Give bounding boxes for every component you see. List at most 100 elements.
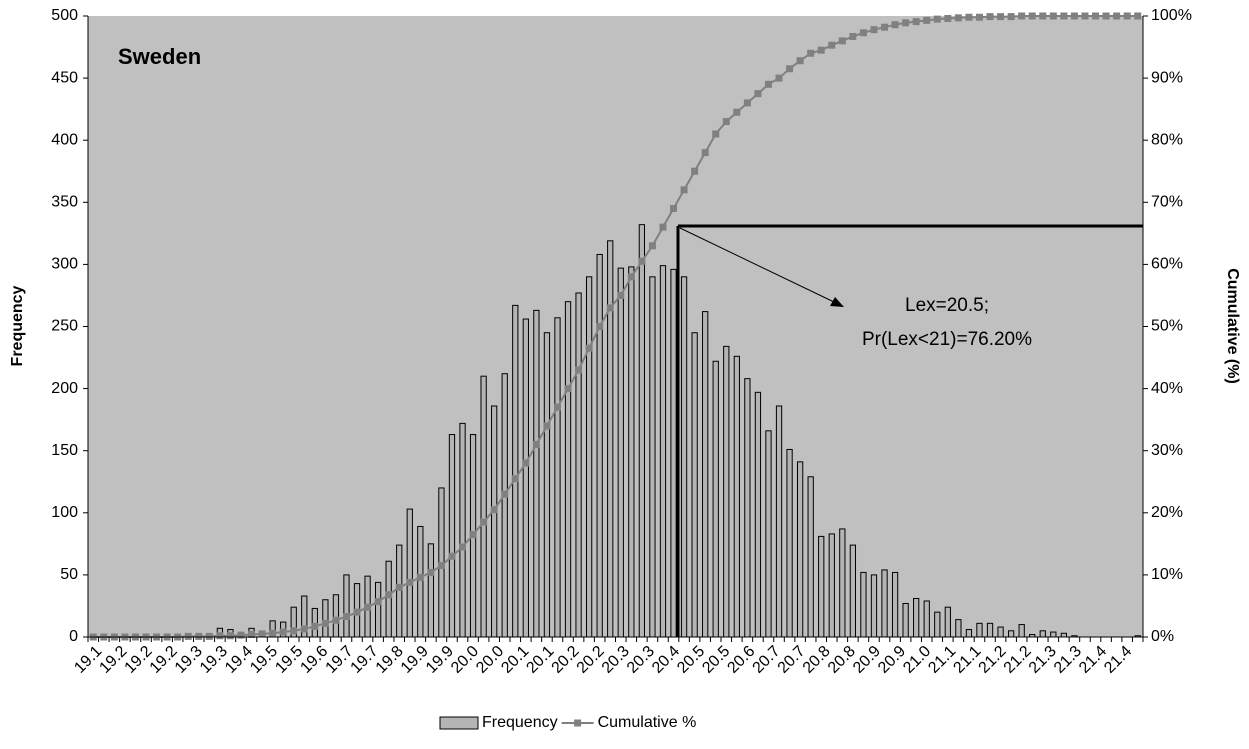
bar — [585, 276, 593, 638]
bar — [332, 594, 340, 638]
line-marker — [1123, 12, 1131, 20]
line-marker — [353, 608, 361, 616]
line-marker — [448, 552, 456, 560]
bar — [955, 619, 962, 638]
line — [93, 15, 1138, 638]
bar — [427, 543, 435, 638]
annotation: Pr(Lex<21)=76.20% — [862, 329, 1032, 350]
line-marker — [469, 531, 477, 539]
line-marker — [374, 598, 382, 606]
line-marker — [648, 242, 656, 250]
line-marker — [680, 186, 688, 194]
bar — [680, 276, 688, 638]
bar — [575, 292, 582, 638]
bar — [374, 581, 382, 638]
bar — [543, 332, 551, 638]
bar — [818, 535, 825, 638]
line-marker — [722, 118, 730, 126]
line-marker — [1018, 12, 1026, 20]
x-tick-label: 21.4 — [1101, 643, 1135, 677]
line-marker — [975, 13, 983, 21]
line-marker — [743, 99, 751, 107]
legend-swatch — [574, 719, 582, 727]
bar — [670, 268, 677, 638]
legend-label: Cumulative % — [598, 714, 697, 731]
bar — [649, 276, 656, 638]
line-marker — [807, 49, 815, 57]
annotation: Lex=20.5; — [905, 295, 989, 316]
line-marker — [269, 629, 277, 637]
bar — [385, 560, 392, 638]
line-marker — [596, 323, 604, 330]
line-marker — [1070, 12, 1078, 20]
y-axis-label: Frequency — [9, 285, 26, 366]
bar — [1050, 631, 1057, 638]
line-marker — [564, 385, 572, 393]
line-marker — [1102, 12, 1110, 20]
bar — [934, 611, 941, 638]
y-tick-label: 500 — [51, 7, 78, 24]
y2-tick-label: 90% — [1151, 69, 1183, 86]
line-marker — [764, 80, 772, 88]
bar — [1039, 630, 1046, 638]
bar — [396, 544, 403, 638]
line-marker — [1092, 12, 1100, 20]
line-marker — [1060, 12, 1068, 20]
line-marker — [701, 149, 709, 157]
line-marker — [891, 21, 899, 29]
bar — [554, 317, 561, 638]
line-marker — [490, 506, 498, 514]
line-marker — [279, 628, 287, 636]
bar — [522, 318, 529, 638]
line-marker — [997, 13, 1005, 21]
bar — [533, 309, 540, 638]
bar — [976, 622, 983, 638]
bar — [849, 544, 857, 638]
bar — [564, 301, 572, 638]
annotation-arrow — [679, 227, 835, 303]
line-marker — [459, 543, 467, 551]
bar — [902, 602, 909, 638]
line-marker — [870, 26, 878, 34]
line-marker — [290, 627, 298, 635]
bar — [638, 224, 646, 638]
bar — [322, 599, 329, 638]
legend-label: Frequency — [482, 714, 558, 731]
bar — [754, 391, 762, 638]
plot-area — [88, 16, 1143, 637]
y-tick-label: 300 — [51, 256, 78, 273]
line-marker — [1049, 12, 1057, 20]
line-marker — [817, 46, 825, 54]
bar — [891, 571, 899, 638]
line-marker — [902, 19, 910, 27]
bar — [702, 311, 709, 638]
y2-axis-label: Cumulative (%) — [1224, 268, 1241, 384]
y2-tick-label: 30% — [1151, 442, 1183, 459]
line-marker — [258, 630, 266, 638]
line-marker — [796, 57, 804, 65]
line-marker — [226, 632, 234, 640]
line-marker — [1081, 12, 1089, 20]
line-marker — [944, 14, 952, 22]
line-marker — [775, 74, 783, 82]
line-marker — [1134, 12, 1142, 20]
bar — [765, 430, 772, 638]
y2-tick-label: 70% — [1151, 194, 1183, 211]
line-marker — [923, 16, 931, 24]
bar — [1060, 632, 1068, 638]
bar — [659, 265, 667, 638]
line-marker — [342, 613, 350, 621]
bar — [881, 569, 888, 638]
y-tick-label: 150 — [51, 442, 78, 459]
line-marker — [881, 23, 889, 31]
bar — [733, 355, 740, 638]
bar — [870, 574, 878, 638]
line-marker — [617, 291, 625, 299]
y2-tick-label: 50% — [1151, 318, 1183, 335]
line-marker — [522, 459, 530, 467]
bar — [775, 405, 783, 638]
bar — [512, 304, 519, 638]
line-marker — [965, 13, 973, 21]
line-marker — [954, 14, 962, 22]
line-marker — [195, 632, 203, 640]
